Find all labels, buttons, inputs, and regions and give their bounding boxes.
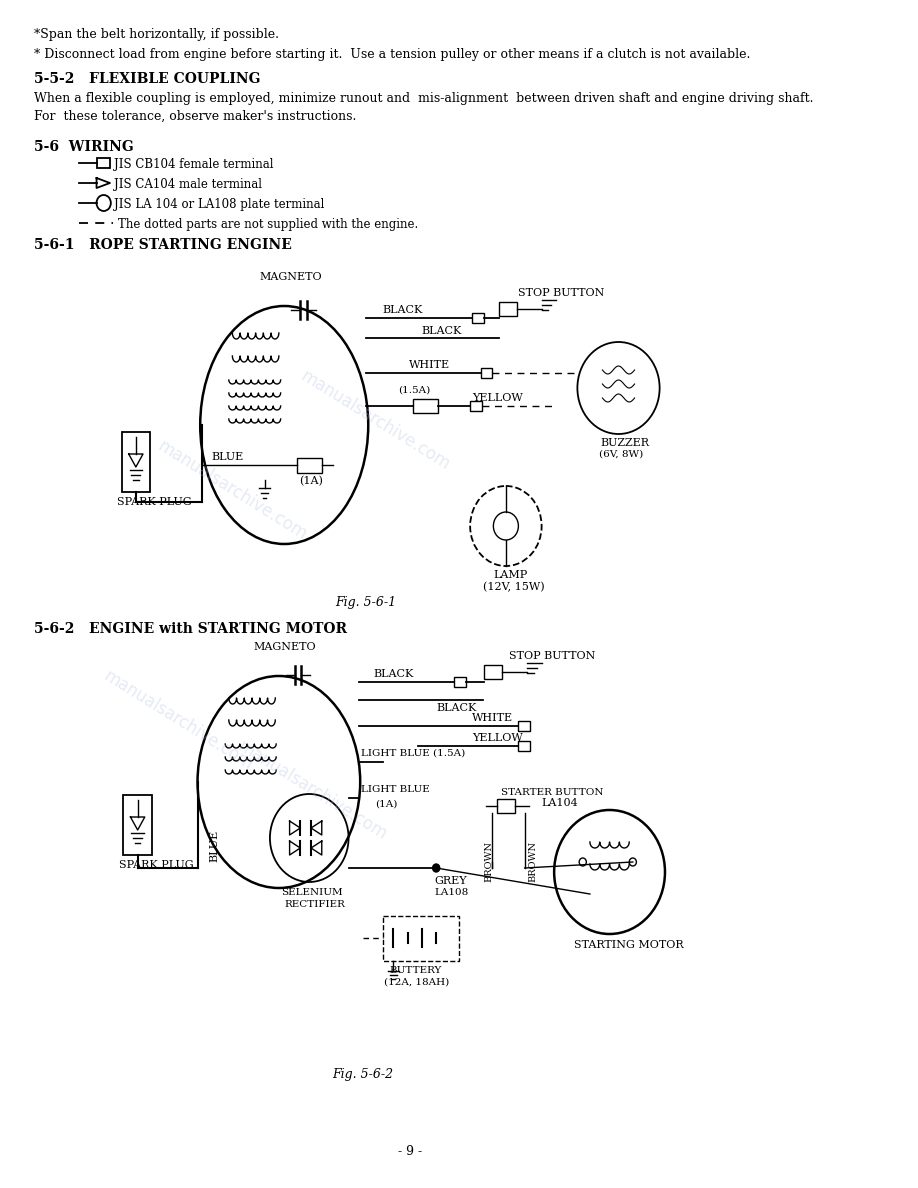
Text: LIGHT BLUE: LIGHT BLUE xyxy=(361,785,430,794)
Text: STARTING MOTOR: STARTING MOTOR xyxy=(574,940,683,950)
Text: BLACK: BLACK xyxy=(422,326,463,336)
Text: JIS CB104 female terminal: JIS CB104 female terminal xyxy=(115,158,274,171)
Text: BLACK: BLACK xyxy=(383,305,423,315)
Text: - 9 -: - 9 - xyxy=(398,1145,422,1158)
Bar xyxy=(472,312,484,323)
Text: YELLOW: YELLOW xyxy=(472,733,522,742)
Text: MAGNETO: MAGNETO xyxy=(259,272,322,282)
Text: SPARK PLUG: SPARK PLUG xyxy=(118,860,194,870)
Text: Fig. 5-6-2: Fig. 5-6-2 xyxy=(332,1068,394,1081)
Bar xyxy=(519,721,530,731)
Text: SELENIUM: SELENIUM xyxy=(281,887,342,897)
Text: BROWN: BROWN xyxy=(485,841,494,881)
Text: LAMP: LAMP xyxy=(493,570,528,580)
Text: 5-6-2   ENGINE with STARTING MOTOR: 5-6-2 ENGINE with STARTING MOTOR xyxy=(34,623,347,636)
Text: manualsarchive.com: manualsarchive.com xyxy=(154,437,310,543)
Text: (6V, 8W): (6V, 8W) xyxy=(599,450,644,459)
Bar xyxy=(121,432,151,492)
Text: Fig. 5-6-1: Fig. 5-6-1 xyxy=(335,596,397,609)
Text: 5-5-2   FLEXIBLE COUPLING: 5-5-2 FLEXIBLE COUPLING xyxy=(34,72,261,86)
Text: 5-6  WIRING: 5-6 WIRING xyxy=(34,140,134,154)
Bar xyxy=(498,302,517,316)
Text: manualsarchive.com: manualsarchive.com xyxy=(297,367,453,473)
Text: WHITE: WHITE xyxy=(472,713,513,723)
Text: (12V, 15W): (12V, 15W) xyxy=(483,582,544,593)
Text: YELLOW: YELLOW xyxy=(472,393,522,403)
Text: BLUE: BLUE xyxy=(209,830,219,862)
Bar xyxy=(383,916,458,961)
Text: BROWN: BROWN xyxy=(528,841,537,881)
Text: LIGHT BLUE (1.5A): LIGHT BLUE (1.5A) xyxy=(361,748,465,758)
Text: * Disconnect load from engine before starting it.  Use a tension pulley or other: * Disconnect load from engine before sta… xyxy=(34,48,750,61)
Text: STOP BUTTON: STOP BUTTON xyxy=(519,287,605,298)
Bar xyxy=(123,795,152,855)
Text: BLACK: BLACK xyxy=(374,669,414,680)
Text: When a flexible coupling is employed, minimize runout and  mis-alignment  betwee: When a flexible coupling is employed, mi… xyxy=(34,91,813,105)
Text: JIS CA104 male terminal: JIS CA104 male terminal xyxy=(115,178,263,191)
Text: (1A): (1A) xyxy=(299,476,323,486)
Text: BUZZER: BUZZER xyxy=(600,438,650,448)
Text: MAGNETO: MAGNETO xyxy=(254,642,317,652)
Bar xyxy=(96,158,110,168)
Bar xyxy=(497,800,515,813)
Text: WHITE: WHITE xyxy=(409,360,451,369)
Bar xyxy=(413,399,438,413)
Bar xyxy=(481,368,492,378)
Text: STARTER BUTTON: STARTER BUTTON xyxy=(501,788,604,797)
Text: BLUE: BLUE xyxy=(211,451,243,462)
Text: (1A): (1A) xyxy=(375,800,397,809)
Bar xyxy=(297,459,322,473)
Text: STOP BUTTON: STOP BUTTON xyxy=(509,651,596,661)
Text: BUTTERY: BUTTERY xyxy=(390,966,442,975)
Text: (1.5A): (1.5A) xyxy=(397,386,430,394)
Bar xyxy=(470,402,482,411)
Bar xyxy=(454,677,465,687)
Text: LA108: LA108 xyxy=(434,887,468,897)
Text: *Span the belt horizontally, if possible.: *Span the belt horizontally, if possible… xyxy=(34,29,279,42)
Circle shape xyxy=(432,864,440,872)
Text: GREY: GREY xyxy=(434,876,467,886)
Text: LA104: LA104 xyxy=(542,798,578,808)
Bar xyxy=(519,741,530,751)
Text: 5-6-1   ROPE STARTING ENGINE: 5-6-1 ROPE STARTING ENGINE xyxy=(34,238,292,252)
Text: The dotted parts are not supplied with the engine.: The dotted parts are not supplied with t… xyxy=(118,219,419,230)
Text: RECTIFIER: RECTIFIER xyxy=(285,901,345,909)
Text: SPARK PLUG: SPARK PLUG xyxy=(118,497,192,507)
Text: manualsarchive.com: manualsarchive.com xyxy=(101,666,257,773)
Text: For  these tolerance, observe maker's instructions.: For these tolerance, observe maker's ins… xyxy=(34,110,356,124)
Text: BLACK: BLACK xyxy=(436,703,476,713)
Text: (12A, 18AH): (12A, 18AH) xyxy=(385,978,450,987)
Text: JIS LA 104 or LA108 plate terminal: JIS LA 104 or LA108 plate terminal xyxy=(115,198,325,211)
Text: manualsarchive.com: manualsarchive.com xyxy=(235,737,391,843)
Bar xyxy=(485,665,502,680)
